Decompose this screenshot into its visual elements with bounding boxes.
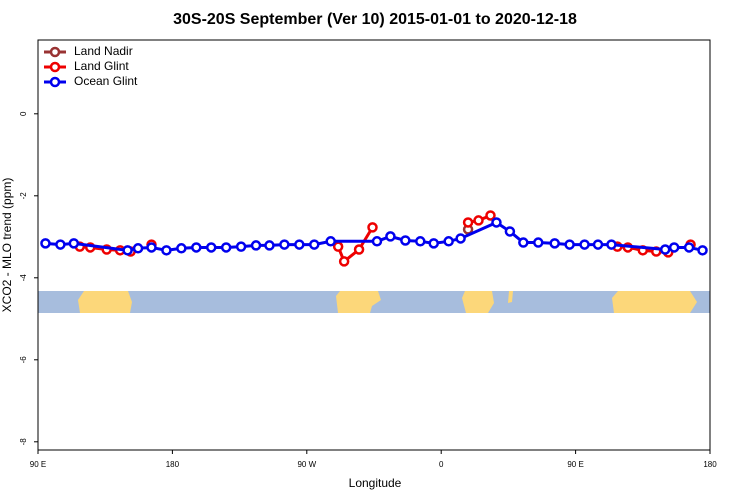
data-point — [592, 239, 604, 250]
data-point — [371, 236, 383, 247]
data-point — [68, 238, 80, 249]
data-point — [385, 231, 396, 242]
data-point — [579, 239, 590, 250]
data-point — [264, 240, 275, 251]
x-axis-label: Longitude — [349, 476, 402, 490]
data-point — [332, 241, 344, 252]
data-point — [176, 243, 187, 254]
data-point — [122, 245, 133, 256]
data-point — [564, 239, 575, 250]
data-point — [462, 217, 474, 228]
data-point — [161, 245, 172, 256]
data-point — [353, 244, 365, 255]
x-tick-label: 90 E — [567, 460, 583, 469]
y-axis-label: XCO2 - MLO trend (ppm) — [0, 178, 14, 313]
data-point — [697, 245, 708, 256]
data-point — [367, 222, 378, 233]
data-point — [428, 238, 439, 249]
data-point — [279, 239, 290, 250]
data-point — [400, 235, 411, 246]
legend-marker — [49, 76, 61, 88]
data-point — [659, 244, 671, 255]
data-point — [485, 210, 496, 221]
data-point — [191, 242, 202, 253]
data-point — [473, 215, 484, 226]
data-point — [309, 239, 320, 250]
y-tick-label: -8 — [19, 438, 28, 446]
legend-label: Ocean Glint — [74, 74, 138, 88]
data-point — [668, 242, 680, 253]
data-point — [533, 237, 544, 248]
data-point — [504, 226, 516, 237]
data-point — [250, 240, 262, 251]
data-point — [205, 242, 217, 253]
legend-marker — [49, 46, 61, 58]
data-point — [294, 239, 305, 250]
legend-marker — [49, 61, 61, 73]
data-point — [518, 237, 529, 248]
data-point — [491, 217, 502, 228]
data-point — [549, 238, 560, 249]
y-tick-label: -4 — [19, 274, 28, 282]
data-point — [55, 239, 66, 250]
data-point — [132, 243, 144, 254]
data-point — [235, 241, 247, 252]
data-point — [325, 236, 336, 247]
y-tick-label: -6 — [19, 356, 28, 364]
y-tick-label: 0 — [19, 111, 28, 116]
data-point — [220, 242, 232, 253]
data-point — [455, 233, 466, 244]
data-point — [338, 256, 350, 267]
x-tick-label: 90 W — [297, 460, 316, 469]
y-tick-label: -2 — [19, 192, 28, 200]
map-strip — [38, 291, 710, 313]
data-point — [146, 242, 157, 253]
legend-label: Land Nadir — [74, 44, 133, 58]
x-tick-label: 180 — [703, 460, 717, 469]
legend-label: Land Glint — [74, 59, 129, 73]
x-tick-label: 90 E — [30, 460, 46, 469]
data-point — [606, 239, 617, 250]
chart-title: 30S-20S September (Ver 10) 2015-01-01 to… — [173, 11, 577, 28]
data-point — [415, 236, 426, 247]
data-point — [40, 238, 51, 249]
x-tick-label: 180 — [166, 460, 180, 469]
x-tick-label: 0 — [439, 460, 444, 469]
data-point — [443, 236, 454, 247]
plot-frame — [37, 39, 711, 451]
data-point — [683, 242, 695, 253]
